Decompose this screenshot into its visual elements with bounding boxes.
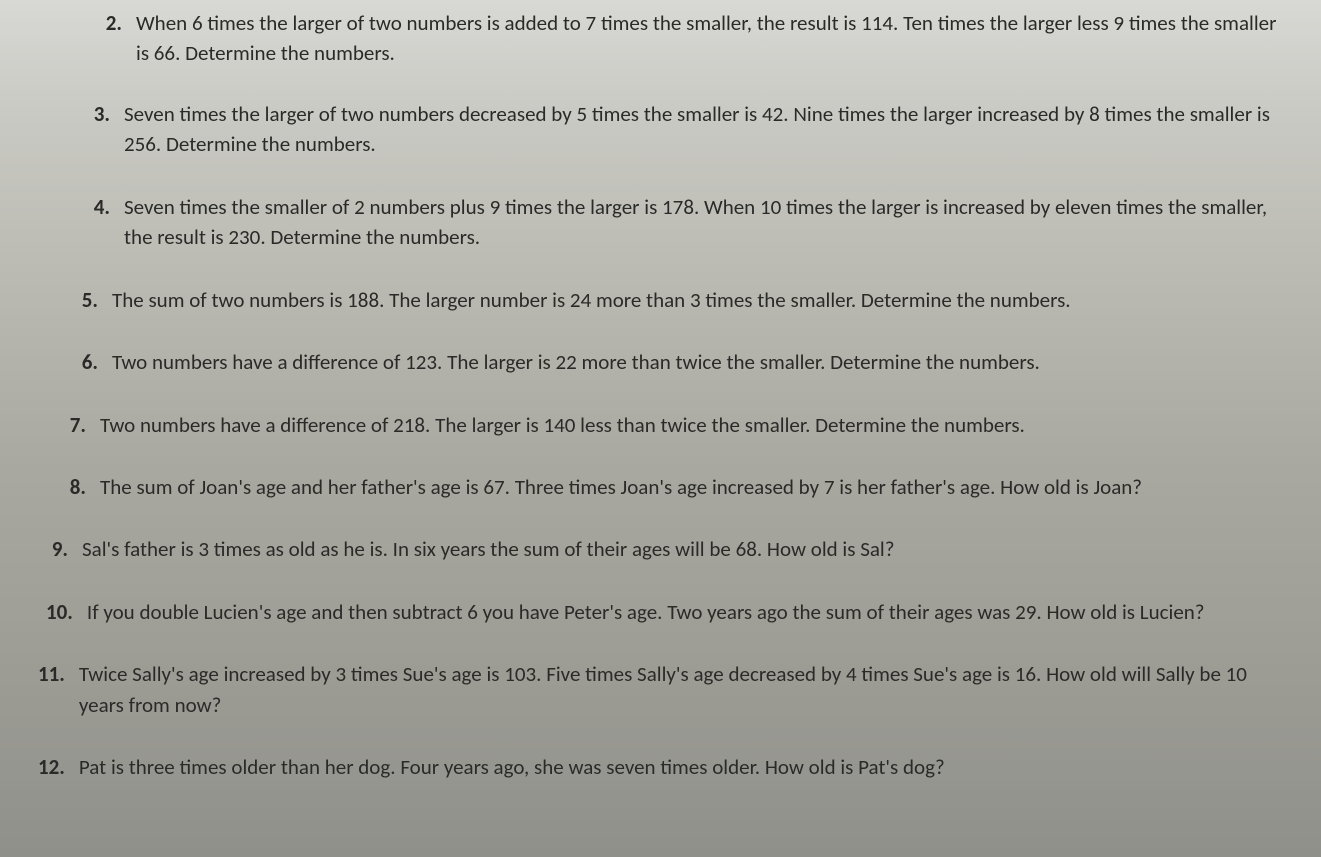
problem-item: 9.Sal's father is 3 times as old as he i… bbox=[38, 534, 1283, 564]
problem-item: 11.Twice Sally's age increased by 3 time… bbox=[38, 659, 1283, 720]
problem-text: If you double Lucien's age and then subt… bbox=[87, 597, 1283, 627]
problem-item: 3.Seven times the larger of two numbers … bbox=[38, 99, 1283, 160]
problem-text: Seven times the larger of two numbers de… bbox=[124, 99, 1283, 160]
problem-text: Twice Sally's age increased by 3 times S… bbox=[79, 659, 1283, 720]
problem-number: 6. bbox=[76, 347, 112, 377]
problem-number: 12. bbox=[38, 752, 79, 782]
problem-text: Pat is three times older than her dog. F… bbox=[79, 752, 1283, 782]
problem-item: 5.The sum of two numbers is 188. The lar… bbox=[38, 285, 1283, 315]
problem-text: Two numbers have a difference of 218. Th… bbox=[100, 410, 1283, 440]
problem-number: 8. bbox=[64, 472, 100, 502]
problem-number: 9. bbox=[46, 534, 82, 564]
problem-text: When 6 times the larger of two numbers i… bbox=[136, 8, 1283, 69]
problem-number: 5. bbox=[76, 285, 112, 315]
problem-text: Two numbers have a difference of 123. Th… bbox=[112, 347, 1283, 377]
problem-list: 2.When 6 times the larger of two numbers… bbox=[38, 8, 1283, 783]
problem-number: 11. bbox=[38, 659, 79, 689]
problem-text: Seven times the smaller of 2 numbers plu… bbox=[124, 192, 1283, 253]
problem-number: 10. bbox=[46, 597, 87, 627]
problem-item: 6.Two numbers have a difference of 123. … bbox=[38, 347, 1283, 377]
problem-number: 3. bbox=[88, 99, 124, 129]
problem-number: 7. bbox=[64, 410, 100, 440]
problem-text: The sum of two numbers is 188. The large… bbox=[112, 285, 1283, 315]
problem-item: 8.The sum of Joan's age and her father's… bbox=[38, 472, 1283, 502]
problem-item: 2.When 6 times the larger of two numbers… bbox=[38, 8, 1283, 69]
problem-item: 4.Seven times the smaller of 2 numbers p… bbox=[38, 192, 1283, 253]
problem-item: 10.If you double Lucien's age and then s… bbox=[38, 597, 1283, 627]
problem-text: Sal's father is 3 times as old as he is.… bbox=[82, 534, 1283, 564]
problem-text: The sum of Joan's age and her father's a… bbox=[100, 472, 1283, 502]
problem-number: 2. bbox=[100, 8, 136, 38]
problem-item: 7.Two numbers have a difference of 218. … bbox=[38, 410, 1283, 440]
problem-item: 12.Pat is three times older than her dog… bbox=[38, 752, 1283, 782]
problem-number: 4. bbox=[88, 192, 124, 222]
